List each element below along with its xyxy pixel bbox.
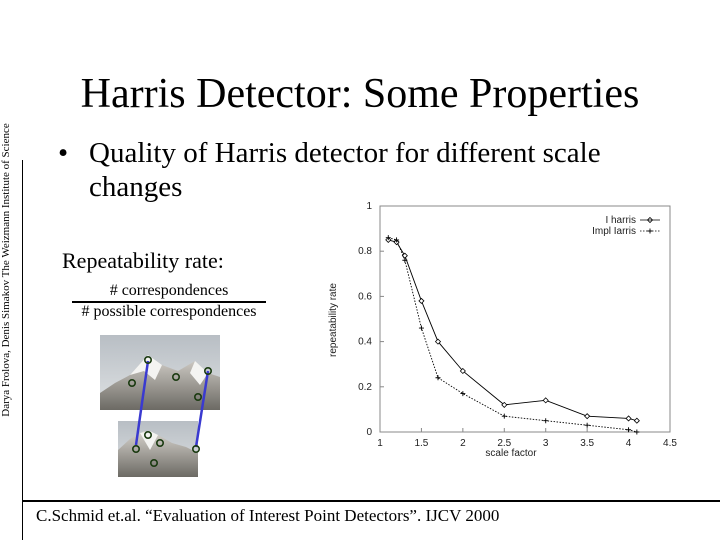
chart-legend: I harris Impl Iarris: [592, 215, 660, 237]
interest-point-5: [194, 392, 203, 401]
y-tick-label: 0.4: [358, 337, 372, 348]
x-tick-label: 3: [543, 438, 549, 449]
repeatability-chart: 1 1.5 2 2.5 3 3.5 4 4.5 0 0.2 0.4 0.6 0.8 1 scale fac…: [316, 190, 686, 460]
series-point-2: [394, 237, 400, 243]
correspondence-arrows: [134, 360, 210, 448]
repeatability-fraction: # correspondences # possible corresponde…: [64, 282, 274, 321]
series-point-1: [542, 397, 549, 404]
interest-point-2: [127, 378, 136, 387]
interest-point-10: [192, 445, 201, 454]
series-point-2: [501, 413, 507, 419]
interest-point-4: [204, 366, 213, 375]
y-tick-label: 0.8: [358, 246, 372, 257]
series-point-1: [501, 401, 508, 408]
correspondence-arrow-1: [134, 360, 150, 446]
bullet-text: Quality of Harris detector for different…: [89, 137, 601, 203]
legend-label-1: I harris: [605, 215, 636, 226]
y-tick-label: 0.2: [358, 382, 372, 393]
series-point-1: [633, 417, 640, 424]
chart-background: [316, 190, 686, 460]
series-point-2: [418, 325, 424, 331]
correspondence-arrow-2: [194, 370, 210, 448]
series-point-1: [584, 413, 591, 420]
series-point-2: [634, 429, 640, 435]
x-tick-label: 2.5: [497, 438, 511, 449]
left-divider: [22, 160, 23, 540]
interest-point-6: [131, 445, 140, 454]
x-tick-label: 1: [377, 438, 383, 449]
chart-lines: [385, 216, 654, 435]
series-point-1: [625, 415, 632, 422]
x-tick-label: 3.5: [580, 438, 594, 449]
interest-point-9: [149, 459, 158, 468]
series-point-2: [435, 375, 441, 381]
repeatability-label: Repeatability rate:: [62, 248, 224, 273]
y-tick-label: 0: [366, 427, 372, 438]
series-point-2: [584, 422, 590, 428]
x-tick-label: 2: [460, 438, 466, 449]
slide-title: Harris Detector: Some Properties: [80, 71, 640, 117]
interest-point-7: [143, 431, 152, 440]
photo-top-mountain: [100, 355, 220, 410]
chart-ticks: 1 1.5 2 2.5 3 3.5 4 4.5 0 0.2 0.4 0.6 0.8 1: [358, 201, 677, 449]
x-axis-label: scale factor: [485, 448, 537, 459]
series-point-1: [418, 297, 425, 304]
series-point-2: [402, 257, 408, 263]
series-point-2: [385, 235, 391, 241]
plot-frame: [379, 205, 671, 433]
interest-point-3: [172, 372, 181, 381]
x-tick-label: 1.5: [414, 438, 428, 449]
citation: C.Schmid et.al. “Evaluation of Interest …: [36, 506, 500, 525]
fraction-numerator: # correspondences: [72, 282, 266, 303]
correspondence-overlay: [127, 355, 213, 468]
footer-rule: [22, 500, 720, 502]
fraction-denominator: # possible correspondences: [81, 303, 257, 320]
series-point-2: [543, 418, 549, 424]
interest-point-8: [155, 439, 164, 448]
photo-bottom-mountain: [118, 431, 198, 477]
bullet-icon: •: [58, 137, 69, 169]
x-tick-label: 4: [626, 438, 632, 449]
series-point-1: [434, 338, 442, 345]
series-point-2: [460, 391, 466, 397]
bullet-point: • Quality of Harris detector for differe…: [58, 136, 682, 204]
y-tick-label: 1: [366, 201, 372, 212]
mountain-photo: [100, 335, 220, 477]
y-tick-label: 0.6: [358, 291, 372, 302]
series-point-2: [626, 427, 632, 433]
legend-label-2: Impl Iarris: [592, 226, 636, 237]
interest-point-1: [143, 355, 152, 364]
interest-points: [127, 355, 213, 468]
y-axis-label: repeatability rate: [328, 283, 339, 357]
x-tick-label: 4.5: [663, 438, 677, 449]
series-point-1: [459, 367, 466, 375]
